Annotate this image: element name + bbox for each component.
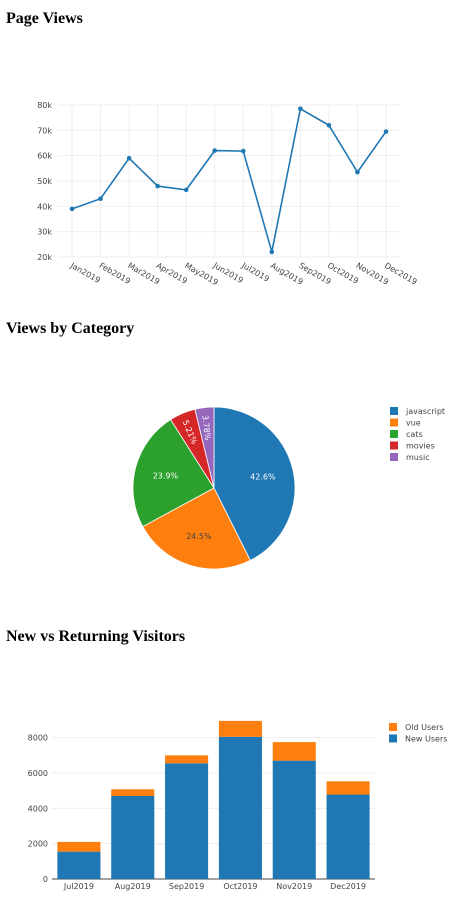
slice-percent-label: 24.5%: [186, 532, 212, 541]
x-tick-label: Jan2019: [68, 260, 102, 285]
legend-swatch: [390, 430, 398, 438]
y-tick-label: 6000: [28, 769, 48, 778]
data-point: [126, 155, 132, 161]
x-tick-label: Sep2019: [169, 882, 204, 891]
legend-swatch: [390, 441, 398, 450]
y-tick-label: 30k: [37, 228, 52, 237]
views-by-category-title: Views by Category: [6, 320, 135, 337]
legend-swatch: [389, 723, 397, 731]
legend-label: vue: [406, 419, 421, 428]
bar-new-users: [165, 763, 209, 879]
data-point: [298, 106, 303, 112]
bar-old-users: [218, 720, 262, 737]
y-tick-label: 40k: [37, 202, 52, 211]
x-tick-label: Feb2019: [98, 261, 132, 286]
y-tick-label: 4000: [28, 804, 48, 813]
x-tick-label: Apr2019: [155, 261, 189, 286]
bar-old-users: [165, 755, 209, 764]
slice-percent-label: 3.78%: [200, 415, 212, 442]
bar-new-users: [326, 794, 370, 879]
legend-label: javascript: [405, 407, 445, 416]
data-point: [240, 148, 246, 154]
y-tick-label: 2000: [28, 840, 48, 849]
slice-percent-label: 23.9%: [153, 471, 179, 480]
data-point: [183, 187, 189, 193]
pie-slice-cats: [132, 419, 215, 528]
bar-old-users: [111, 789, 155, 796]
bar-old-users: [272, 742, 316, 761]
data-point: [326, 122, 332, 128]
data-point: [155, 183, 160, 189]
legend-label: movies: [406, 442, 435, 451]
bar-new-users: [57, 851, 101, 879]
page-views-line: [71, 107, 387, 253]
data-point: [383, 129, 389, 134]
legend-label: cats: [406, 430, 423, 439]
data-point: [98, 196, 103, 202]
x-tick-label: Jul2019: [239, 260, 270, 283]
visitors-title: New vs Returning Visitors: [6, 628, 186, 645]
page-views-title: Page Views: [6, 10, 83, 27]
y-tick-label: 80k: [37, 101, 52, 110]
legend-swatch: [390, 418, 398, 427]
data-point: [355, 169, 360, 175]
bar-new-users: [218, 736, 262, 879]
pie-slice-vue: [142, 487, 251, 570]
visitors-stacked-bar-chart: 0 2000 4000 6000 8000 Jul2019 Aug2019 Sep2019 Oc…: [28, 720, 447, 891]
y-tick-label: 8000: [28, 734, 48, 743]
x-tick-label: Nov2019: [276, 882, 312, 891]
y-tick-label: 50k: [37, 177, 52, 186]
bar-new-users: [111, 795, 155, 879]
legend-swatch: [389, 734, 397, 743]
y-tick-label: 20k: [37, 253, 52, 262]
pie-slice-javascript: [213, 406, 296, 561]
bar-new-users: [272, 760, 316, 879]
page-views-line-chart: 20k30k40k50k60k70k80kJan2019Feb2019Mar20…: [37, 101, 419, 287]
x-tick-label: Dec2019: [383, 261, 419, 287]
legend-label: Old Users: [405, 723, 444, 732]
x-tick-label: Aug2019: [115, 882, 151, 891]
data-point: [212, 148, 218, 153]
pie-slice-music: [194, 406, 215, 489]
legend-swatch: [390, 453, 398, 461]
y-tick-label: 0: [43, 875, 48, 884]
data-point: [69, 206, 75, 212]
views-by-category-pie-chart: 42.6%24.5%23.9%5.21% 3.78%javascriptvueca…: [132, 406, 445, 570]
legend-swatch: [390, 407, 398, 415]
data-point: [269, 249, 275, 255]
legend-label: New Users: [405, 735, 447, 744]
legend-label: music: [406, 453, 430, 462]
bar-old-users: [326, 781, 370, 795]
y-tick-label: 70k: [37, 126, 52, 135]
x-tick-label: Oct2019: [326, 261, 360, 286]
bar-old-users: [57, 841, 101, 852]
x-tick-label: Jul2019: [63, 882, 94, 891]
y-tick-label: 60k: [37, 152, 52, 161]
slice-percent-label: 42.6%: [250, 472, 276, 481]
x-tick-label: Dec2019: [330, 882, 366, 891]
x-tick-label: Oct2019: [223, 882, 257, 891]
